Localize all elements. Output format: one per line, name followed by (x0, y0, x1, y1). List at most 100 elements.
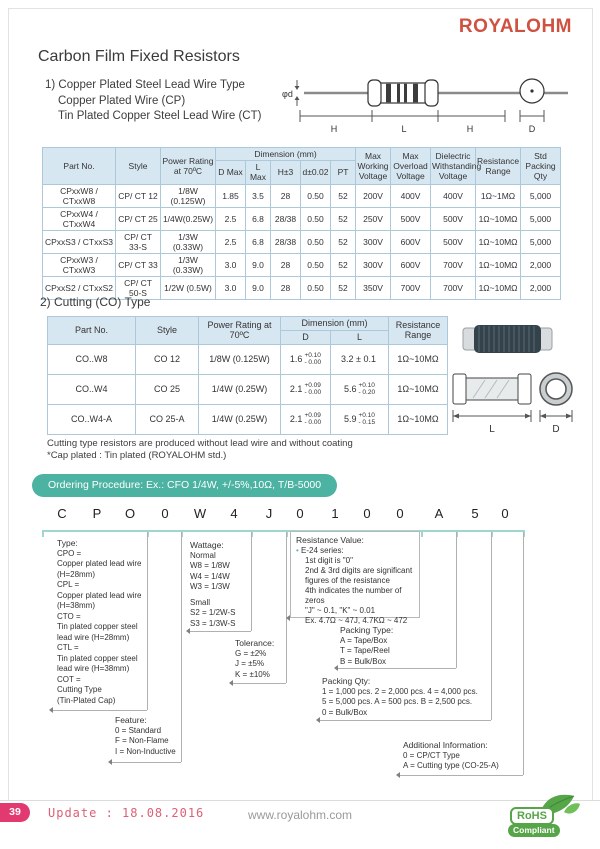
dim-d-label: D (529, 124, 536, 134)
code-letter: 0 (363, 506, 371, 521)
code-letter: 1 (331, 506, 339, 521)
table-row: CPxxW8 / CTxxW8 CP/ CT 12 1/8W (0.125W) 1.… (42, 183, 562, 208)
feature-legend: Feature: 0 = Standard F = Non-Flame I = … (115, 715, 176, 756)
code-letter: 4 (230, 506, 238, 521)
col-h3: H±3 (270, 160, 301, 185)
code-underline-tick (456, 530, 458, 537)
drawing-cap-left (452, 373, 467, 405)
brand-logo: ROYALOHM (458, 16, 572, 37)
col-part-no: Part No. (47, 316, 136, 345)
connector-line (251, 532, 252, 631)
col-dielectric: Dielectric Withstanding Voltage (430, 147, 481, 185)
connector-arrow (108, 759, 112, 765)
connector-line (190, 631, 251, 632)
connector-arrow (49, 707, 53, 713)
col-max-working: Max Working Voltage (355, 147, 392, 185)
connector-arrow (286, 615, 290, 621)
bullet-icon: • (296, 546, 299, 555)
connector-arrow (229, 680, 233, 686)
wattage-legend: Wattage: Normal W8 = 1/8W W4 = 1/4W W3 =… (190, 540, 236, 628)
section1-line2: Copper Plated Wire (CP) (58, 94, 186, 107)
website-url: www.royalohm.com (247, 808, 353, 822)
col-d002: d±0.02 (300, 160, 331, 185)
code-letter: O (124, 506, 136, 521)
code-letter: 0 (296, 506, 304, 521)
connector-line (523, 532, 524, 775)
packing-qty-legend: Packing Qty: 1 = 1,000 pcs. 2 = 2,000 pc… (322, 676, 478, 717)
update-date: Update : 18.08.2016 (48, 806, 205, 820)
connector-line (400, 775, 523, 776)
code-letter: 0 (161, 506, 169, 521)
code-underline-tick (286, 530, 288, 537)
code-letter: A (434, 506, 444, 521)
type-legend: Type: CPO = Copper plated lead wire (H=2… (57, 538, 142, 705)
col-dimension: Dimension (mm) (279, 316, 390, 331)
section1-heading: 1) Copper Plated Steel Lead Wire Type Co… (45, 78, 261, 125)
col-part-no: Part No. (42, 147, 116, 185)
packing-type-legend: Packing Type: A = Tape/Box T = Tape/Reel… (340, 625, 394, 666)
code-underline (42, 530, 524, 532)
resistor-cap-right (424, 79, 439, 107)
dim-h-left-label: H (331, 124, 338, 134)
page-title: Carbon Film Fixed Resistors (38, 48, 240, 65)
code-letter: J (265, 506, 273, 521)
color-band (404, 83, 407, 103)
dim-l-label: L (401, 124, 406, 134)
table-row: CO..W4 CO 25 1/4W (0.25W) 2.1 +0.09- 0.00… (47, 373, 449, 405)
col-l-max: L Max (245, 160, 271, 185)
connector-line (320, 720, 491, 721)
resistance-value-legend: Resistance Value: • E-24 series: 1st dig… (290, 531, 420, 625)
note-line: *Cap plated : Tin plated (ROYALOHM std.) (47, 450, 227, 461)
cutting-dim-d-label: D (552, 424, 559, 435)
footer-divider (0, 800, 600, 801)
code-underline-tick (42, 530, 44, 537)
tolerance-legend: Tolerance: G = ±2% J = ±5% K = ±10% (235, 638, 275, 679)
cutting-dim-l-label: L (489, 424, 495, 435)
col-power-rating: Power Rating at 70ºC (198, 316, 281, 345)
page-frame-top (8, 8, 592, 9)
page-number-badge: 39 (0, 803, 30, 822)
code-letter: P (92, 506, 102, 521)
code-underline-tick (251, 530, 253, 537)
col-dimension: Dimension (mm) (214, 146, 357, 162)
connector-arrow (396, 772, 400, 778)
ordering-code-diagram: C P O 0 W 4 J 0 1 0 0 A 5 0 Type: CPO = Copper plated… (0, 500, 600, 800)
table-row: CPxxW3 / CTxxW3 CP/ CT 33 1/3W (0.33W) 3.0… (42, 252, 562, 277)
phi-d-label: φd (282, 89, 293, 99)
connector-line (112, 762, 181, 763)
code-underline-tick (523, 530, 525, 537)
code-underline-tick (181, 530, 183, 537)
ring-inner (545, 378, 567, 400)
code-letter: 0 (501, 506, 509, 521)
connector-line (181, 532, 182, 762)
page-frame-left (8, 8, 9, 800)
col-d: D (280, 329, 331, 345)
drawing-cap-right (517, 373, 532, 405)
col-style: Style (135, 316, 199, 345)
code-letter: W (193, 506, 207, 521)
section1-line1: 1) Copper Plated Steel Lead Wire Type (45, 79, 245, 91)
cp-ct-spec-table: Part No. Style Power Rating at 70ºC Dime… (42, 146, 562, 300)
table-row: CO..W8 CO 12 1/8W (0.125W) 1.6 +0.10- 0.0… (47, 343, 449, 375)
col-l: L (329, 329, 390, 345)
table-row: CO..W4-A CO 25-A 1/4W (0.25W) 2.1 +0.09- … (47, 403, 449, 435)
col-power-rating: Power Rating at 70ºC (160, 147, 216, 185)
cp-ct-table-body: CPxxW8 / CTxxW8 CP/ CT 12 1/8W (0.125W) 1.… (42, 183, 562, 300)
code-letter: 5 (471, 506, 479, 521)
col-resistance-range: Resistance Range (475, 147, 522, 185)
code-underline-tick (147, 530, 149, 537)
table-row: CPxxS2 / CTxxS2 CP/ CT 50-S 1/2W (0.5W) 3.… (42, 275, 562, 300)
dim-h-right-label: H (467, 124, 474, 134)
resistor-cap-left (367, 79, 382, 107)
page-frame-right (592, 8, 593, 800)
code-underline-tick (421, 530, 423, 537)
compliant-label: Compliant (508, 824, 560, 837)
table2-notes: Cutting type resistors are produced with… (47, 438, 353, 462)
col-resistance-range: Resistance Range (388, 316, 449, 345)
col-std-packing: Std Packing Qty (520, 147, 562, 185)
note-line: Cutting type resistors are produced with… (47, 438, 353, 449)
code-underline-tick (491, 530, 493, 537)
resistor-dimension-diagram: φd H L H D (282, 78, 568, 134)
section1-line3: Tin Plated Copper Steel Lead Wire (CT) (58, 110, 262, 122)
